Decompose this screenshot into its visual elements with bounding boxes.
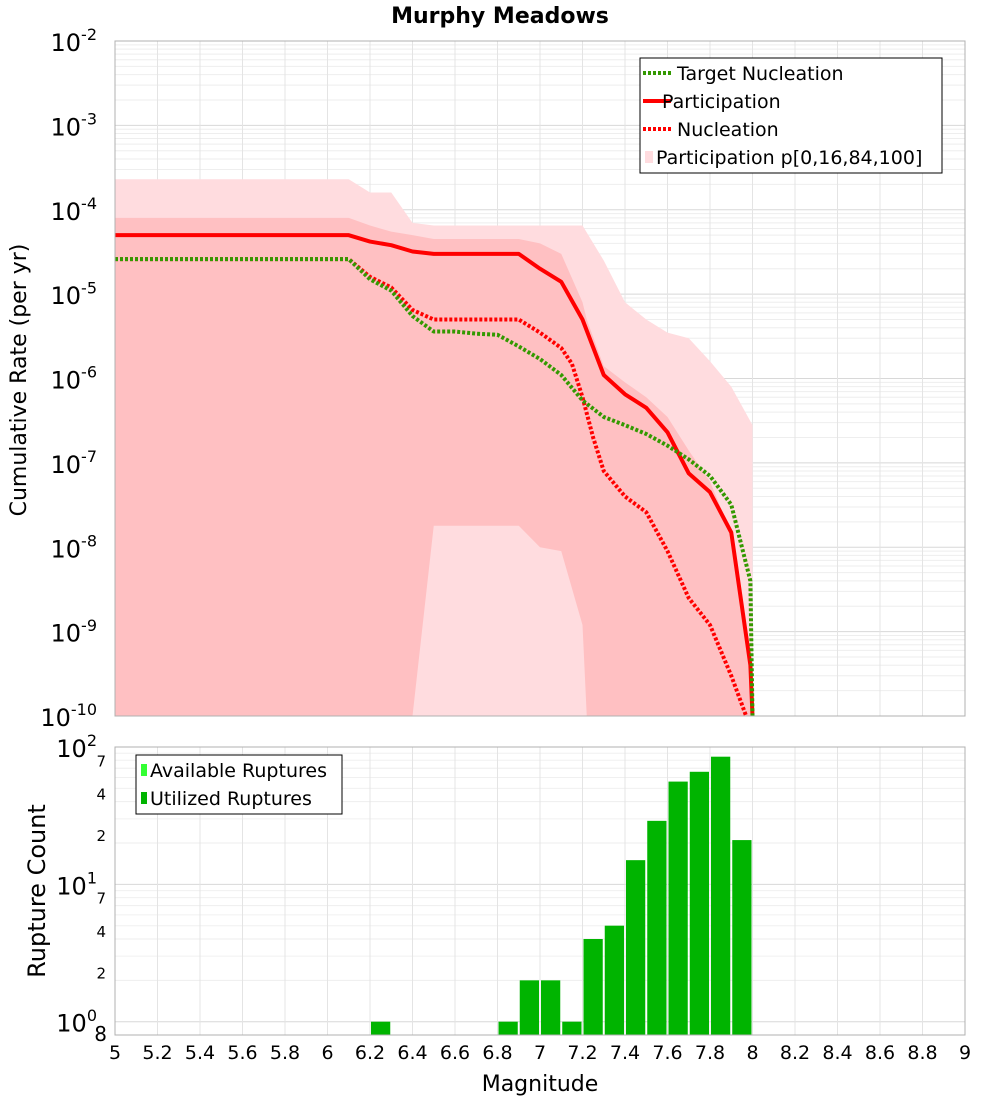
- legend-label: Participation p[0,16,84,100]: [656, 147, 922, 169]
- y-tick-label: 10-9: [51, 616, 98, 648]
- x-tick-label: 8.4: [822, 1042, 852, 1064]
- series-line-nucleation: [115, 257, 749, 717]
- y-tick-label: 100: [56, 1006, 97, 1038]
- histogram-bar: [604, 925, 624, 1035]
- y-axis-label: Cumulative Rate (per yr): [7, 244, 32, 517]
- x-tick-label: 5.4: [185, 1042, 215, 1064]
- y-tick-label: 4: [96, 786, 106, 804]
- histogram-bar: [541, 980, 561, 1035]
- x-tick-label: 7.8: [695, 1042, 725, 1064]
- x-tick-label: 9: [959, 1042, 971, 1064]
- legend-box: [639, 57, 943, 174]
- y-tick-label: 10-2: [51, 25, 98, 57]
- legend: Target Nucleation Participation Nucleation…: [639, 57, 943, 174]
- legend-label: Participation: [662, 91, 781, 113]
- y-tick-label: 10-6: [51, 363, 98, 395]
- legend-swatch: [141, 764, 147, 776]
- y-tick-label: 4: [96, 923, 106, 941]
- x-tick-label: 8: [746, 1042, 758, 1064]
- histogram-bar: [562, 1021, 582, 1035]
- x-tick-label: 8.2: [780, 1042, 810, 1064]
- x-tick-label: 7.2: [567, 1042, 597, 1064]
- x-axis-label: Magnitude: [482, 1072, 599, 1097]
- x-tick-label: 6.6: [440, 1042, 470, 1064]
- y-tick-label: 8: [94, 1022, 107, 1046]
- y-tick-label: 7: [96, 752, 106, 770]
- legend-label: Target Nucleation: [676, 63, 844, 85]
- x-tick-label: 7.4: [610, 1042, 640, 1064]
- histogram-bar: [647, 820, 667, 1035]
- histogram-bar: [668, 781, 688, 1035]
- plot-frame: [114, 746, 966, 1036]
- legend: Available Ruptures Utilized Ruptures: [135, 754, 343, 815]
- y-tick-label: 10-10: [40, 700, 97, 732]
- legend-box: [135, 754, 343, 815]
- x-tick-label: 6.2: [355, 1042, 385, 1064]
- y-tick-label: 7: [96, 890, 106, 908]
- histogram-bar: [689, 771, 709, 1035]
- rate-panel: 10-2 10-3 10-4 10-5 10-6 10-7 10-8 10-9 10-10 Mur…: [7, 4, 966, 732]
- series-line-target-nucleation: [115, 257, 755, 717]
- y-tick-label: 10-8: [51, 531, 98, 563]
- x-tick-label: 5.8: [270, 1042, 300, 1064]
- y-tick-label: 101: [56, 869, 97, 901]
- x-tick-label: 5.6: [227, 1042, 257, 1064]
- histogram-bar: [583, 939, 603, 1035]
- y-axis-label: Rupture Count: [23, 804, 51, 978]
- legend-swatch: [645, 151, 653, 163]
- histogram-bar: [711, 756, 731, 1035]
- histogram-bar: [498, 1021, 518, 1035]
- x-tick-label: 5: [109, 1042, 121, 1064]
- chart-title: Murphy Meadows: [391, 4, 609, 29]
- x-tick-label: 6.8: [482, 1042, 512, 1064]
- x-tick-label: 5.2: [142, 1042, 172, 1064]
- series-line-participation: [115, 233, 755, 717]
- plot-frame: [114, 40, 966, 717]
- y-tick-label: 10-7: [51, 447, 98, 479]
- histogram-bar: [519, 980, 539, 1035]
- legend-label: Available Ruptures: [150, 760, 327, 782]
- x-tick-label: 7.6: [652, 1042, 682, 1064]
- x-tick-label: 6: [321, 1042, 333, 1064]
- x-tick-label: 6.4: [397, 1042, 427, 1064]
- y-tick-label: 10-5: [51, 278, 98, 310]
- histogram-bar: [626, 860, 646, 1035]
- legend-swatch: [141, 792, 147, 804]
- y-tick-label: 102: [56, 731, 97, 763]
- grid: [114, 746, 966, 1036]
- x-tick-label: 7: [534, 1042, 546, 1064]
- y-tick-label: 10-4: [51, 194, 98, 226]
- y-tick-label: 2: [96, 827, 106, 845]
- y-tick-label: 2: [96, 964, 106, 982]
- x-tick-label: 8.6: [865, 1042, 895, 1064]
- legend-label: Nucleation: [677, 119, 779, 141]
- histogram-bar: [732, 840, 752, 1035]
- y-tick-label: 10-3: [51, 110, 98, 142]
- x-tick-label: 8.8: [907, 1042, 937, 1064]
- legend-label: Utilized Ruptures: [150, 788, 312, 810]
- histogram-bar: [371, 1021, 391, 1035]
